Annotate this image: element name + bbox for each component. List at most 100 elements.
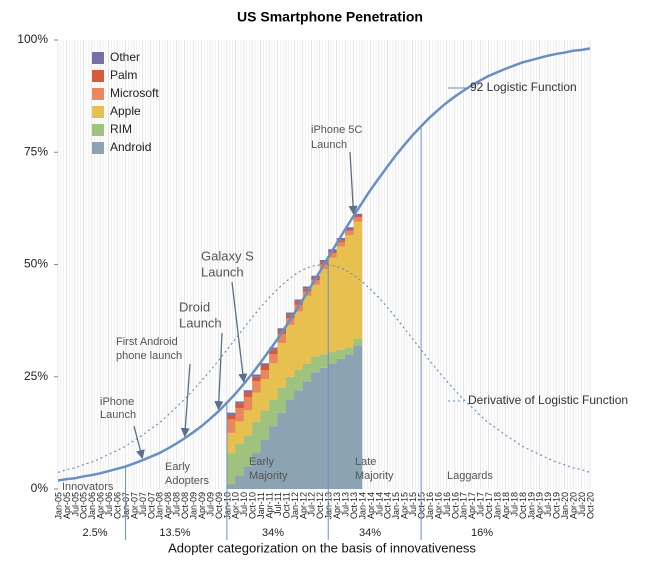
- x-tick-label: Jul-09: [205, 492, 215, 517]
- legend-swatch: [92, 88, 104, 100]
- x-tick-label: Jul-11: [273, 492, 283, 516]
- bar-segment: [252, 421, 261, 454]
- bar-segment: [252, 381, 261, 393]
- y-tick-label: 100%: [17, 32, 48, 46]
- x-tick-label: Jul-16: [442, 492, 452, 517]
- adopter-share: 16%: [471, 527, 493, 539]
- bar-segment: [353, 216, 363, 218]
- bar-segment: [243, 396, 253, 411]
- bar-segment: [243, 390, 253, 393]
- bar-segment: [294, 301, 304, 305]
- bar-segment: [226, 453, 236, 485]
- x-tick-label: Apr-14: [366, 492, 376, 519]
- bar-segment: [328, 352, 337, 364]
- x-tick-label: Oct-12: [315, 492, 325, 519]
- annotation-text: iPhone 5C: [311, 124, 362, 136]
- bar-segment: [294, 370, 304, 391]
- bar-segment: [302, 381, 312, 489]
- legend-label: RIM: [110, 122, 132, 136]
- bar-segment: [319, 367, 329, 489]
- y-tick-label: 75%: [24, 144, 48, 158]
- x-tick-label: Oct-13: [349, 492, 359, 519]
- x-tick-label: Apr-13: [332, 492, 342, 519]
- legend-label: Microsoft: [110, 86, 159, 100]
- bar-segment: [252, 374, 261, 377]
- x-tick-label: Oct-18: [518, 492, 528, 519]
- x-tick-label: Jul-20: [577, 492, 587, 517]
- x-tick-label: Jul-12: [307, 492, 317, 517]
- bar-segment: [260, 363, 270, 366]
- x-tick-label: Apr-19: [535, 492, 545, 519]
- x-tick-label: Oct-08: [180, 492, 190, 519]
- x-tick-label: Jul-10: [239, 492, 249, 517]
- bar-segment: [353, 217, 363, 222]
- bar-segment: [252, 392, 261, 422]
- x-tick-label: Jul-06: [104, 492, 114, 517]
- x-tick-label: Jul-13: [340, 492, 350, 517]
- adopter-label: Late: [355, 456, 376, 468]
- bar-segment: [235, 401, 245, 404]
- bar-segment: [294, 311, 304, 371]
- bar-segment: [336, 358, 346, 489]
- adopter-share: 13.5%: [159, 527, 190, 539]
- bar-segment: [277, 412, 287, 489]
- x-tick-label: Oct-10: [248, 492, 258, 519]
- x-tick-label: Apr-06: [96, 492, 106, 519]
- line-label: 92 Logistic Function: [470, 80, 577, 94]
- bar-segment: [260, 370, 270, 379]
- adopter-label: Majority: [249, 470, 288, 482]
- x-tick-label: Jul-19: [543, 492, 553, 517]
- bar-segment: [345, 230, 354, 236]
- legend-label: Android: [110, 140, 151, 154]
- adopter-label: Early: [249, 456, 275, 468]
- x-tick-label: Jan-15: [391, 492, 401, 520]
- x-tick-label: Apr-20: [568, 492, 578, 519]
- bar-segment: [260, 439, 270, 489]
- x-tick-label: Apr-15: [400, 492, 410, 519]
- annotation-text: Launch: [201, 264, 244, 279]
- x-tick-label: Jul-14: [374, 492, 384, 517]
- bar-segment: [336, 349, 346, 359]
- bar-segment: [311, 372, 321, 489]
- annotation-text: Launch: [100, 409, 136, 421]
- bar-segment: [345, 227, 354, 230]
- bar-segment: [243, 410, 253, 436]
- x-tick-label: Jul-18: [509, 492, 519, 517]
- bar-segment: [260, 365, 270, 371]
- x-tick-label: Jan-05: [53, 492, 63, 520]
- legend-label: Palm: [110, 68, 137, 82]
- bar-segment: [353, 213, 363, 217]
- x-tick-label: Apr-17: [467, 492, 477, 519]
- x-tick-label: Jan-06: [87, 492, 97, 520]
- bar-segment: [269, 363, 278, 400]
- annotation-text: iPhone: [100, 396, 134, 408]
- bar-segment: [319, 354, 329, 368]
- bar-segment: [277, 334, 287, 344]
- bar-segment: [286, 314, 295, 319]
- x-tick-label: Apr-09: [197, 492, 207, 519]
- legend-swatch: [92, 52, 104, 64]
- bar-segment: [345, 354, 354, 489]
- bar-segment: [319, 268, 329, 355]
- x-tick-label: Jan-11: [256, 492, 266, 519]
- bar-segment: [336, 238, 346, 241]
- line-label: Derivative of Logistic Function: [468, 393, 628, 407]
- chart-title: US Smartphone Penetration: [237, 9, 423, 25]
- x-tick-label: Jan-09: [188, 492, 198, 520]
- bar-segment: [277, 328, 287, 331]
- bar-segment: [311, 280, 321, 285]
- bar-segment: [235, 475, 245, 489]
- x-tick-label: Apr-12: [298, 492, 308, 519]
- bar-segment: [336, 240, 346, 243]
- bar-segment: [243, 435, 253, 467]
- bar-segment: [328, 257, 337, 353]
- annotation-text: First Android: [116, 336, 178, 348]
- bar-segment: [226, 419, 236, 433]
- bar-segment: [311, 356, 321, 373]
- annotation-arrow: [231, 281, 248, 383]
- x-tick-label: Apr-10: [231, 492, 241, 519]
- bar-segment: [269, 347, 278, 350]
- annotation-text: Launch: [311, 139, 347, 151]
- x-tick-label: Jul-07: [138, 492, 148, 517]
